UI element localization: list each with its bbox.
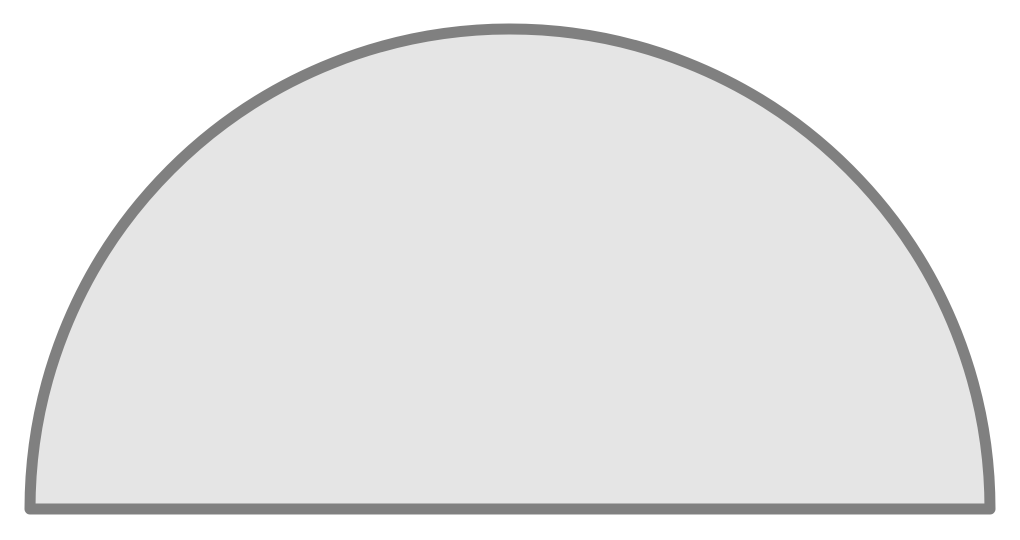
semicircle-shape <box>24 23 996 515</box>
